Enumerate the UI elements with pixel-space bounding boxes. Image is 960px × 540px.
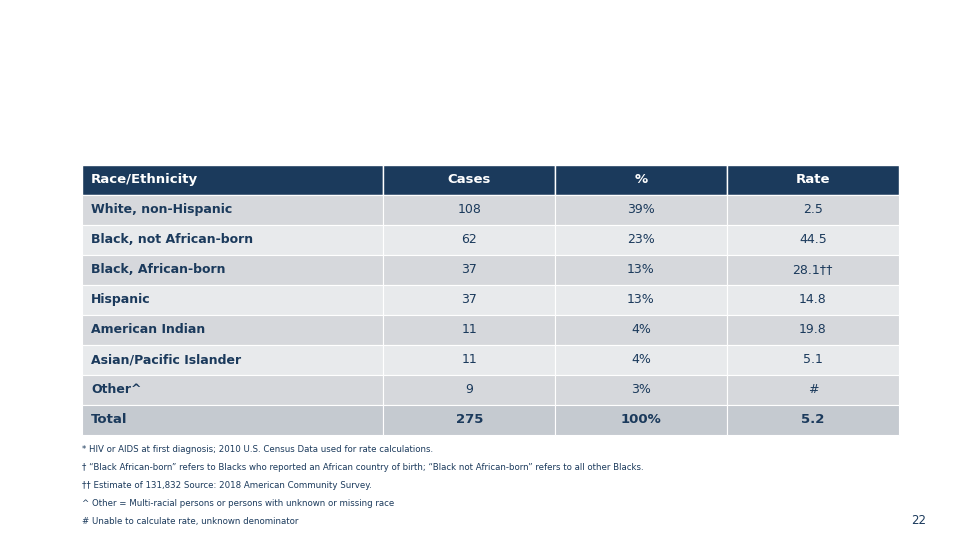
Text: Black, not African-born: Black, not African-born [91, 233, 253, 246]
Text: Cases: Cases [447, 173, 491, 186]
Text: Race/Ethnicity: Race/Ethnicity [91, 173, 199, 186]
Text: 39%: 39% [627, 203, 655, 216]
Text: Hispanic: Hispanic [91, 293, 151, 306]
Text: 28.1††: 28.1†† [793, 263, 833, 276]
Text: Number of Cases and Rates (per 100,000 persons) of HIV Diagnoses* by Race/Ethnic: Number of Cases and Rates (per 100,000 p… [38, 28, 806, 43]
Text: #: # [807, 383, 818, 396]
Text: † “Black African-born” refers to Blacks who reported an African country of birth: † “Black African-born” refers to Blacks … [82, 463, 643, 472]
Text: 5.1: 5.1 [803, 353, 823, 366]
Text: 13%: 13% [627, 263, 655, 276]
Text: Black, African-born: Black, African-born [91, 263, 226, 276]
Text: †† Estimate of 131,832 Source: 2018 American Community Survey.: †† Estimate of 131,832 Source: 2018 Amer… [82, 481, 372, 490]
Text: 4%: 4% [631, 323, 651, 336]
Text: Asian/Pacific Islander: Asian/Pacific Islander [91, 353, 241, 366]
Text: 11: 11 [462, 353, 477, 366]
Text: Other^: Other^ [91, 383, 142, 396]
Text: American Indian: American Indian [91, 323, 205, 336]
Text: 2.5: 2.5 [803, 203, 823, 216]
Text: 44.5: 44.5 [799, 233, 827, 246]
Text: Minnesota, 2019: Minnesota, 2019 [776, 96, 922, 110]
Text: # Unable to calculate rate, unknown denominator: # Unable to calculate rate, unknown deno… [82, 517, 298, 526]
Text: 3%: 3% [631, 383, 651, 396]
Text: Rate: Rate [796, 173, 830, 186]
Text: 13%: 13% [627, 293, 655, 306]
Text: 5.2: 5.2 [802, 413, 825, 426]
Text: 100%: 100% [621, 413, 661, 426]
Text: 23%: 23% [627, 233, 655, 246]
Text: ^ Other = Multi-racial persons or persons with unknown or missing race: ^ Other = Multi-racial persons or person… [82, 499, 394, 508]
Text: 62: 62 [462, 233, 477, 246]
Text: 275: 275 [456, 413, 483, 426]
Text: 108: 108 [457, 203, 481, 216]
Text: Total: Total [91, 413, 128, 426]
Text: 37: 37 [461, 263, 477, 276]
Text: 14.8: 14.8 [799, 293, 827, 306]
Text: White, non-Hispanic: White, non-Hispanic [91, 203, 232, 216]
Text: 22: 22 [911, 514, 926, 526]
Text: 4%: 4% [631, 353, 651, 366]
Text: 19.8: 19.8 [799, 323, 827, 336]
Text: 11: 11 [462, 323, 477, 336]
Text: 9: 9 [466, 383, 473, 396]
Text: %: % [635, 173, 648, 186]
Text: * HIV or AIDS at first diagnosis; 2010 U.S. Census Data used for rate calculatio: * HIV or AIDS at first diagnosis; 2010 U… [82, 446, 433, 455]
Text: 37: 37 [461, 293, 477, 306]
